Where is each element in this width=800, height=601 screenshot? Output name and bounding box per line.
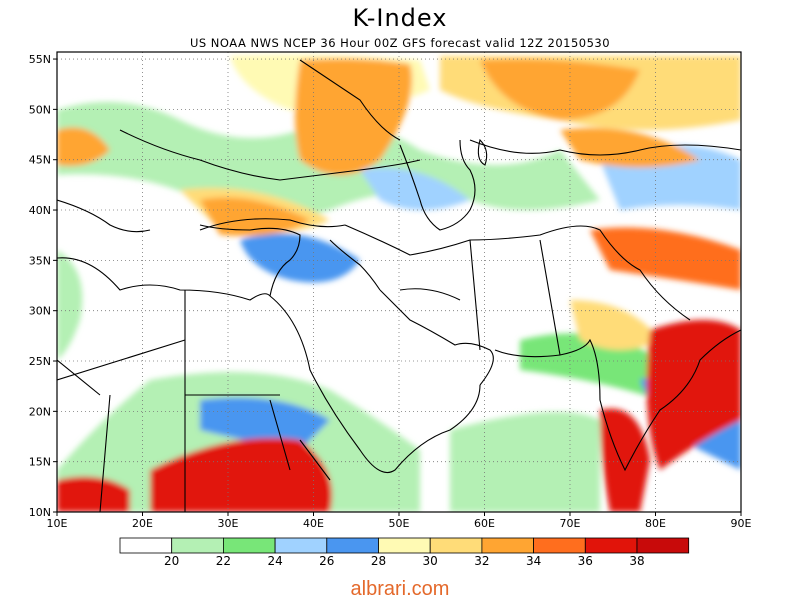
caspian-coast (399, 139, 476, 231)
legend-label: 34 (526, 554, 541, 568)
x-tick-label: 20E (132, 517, 153, 530)
x-tick-label: 90E (731, 517, 752, 530)
legend-label: 22 (216, 554, 231, 568)
levant-coast (199, 224, 301, 297)
map-subtitle: US NOAA NWS NCEP 36 Hour 00Z GFS forecas… (189, 36, 611, 50)
legend-swatch (326, 537, 379, 554)
y-tick-label: 10N (29, 506, 51, 519)
map-title: K-Index (352, 4, 448, 32)
legend-swatch (429, 537, 483, 554)
x-tick-label: 80E (645, 517, 666, 530)
x-tick-label: 30E (218, 517, 239, 530)
iran-afghan-borders (344, 224, 691, 321)
legend-label: 28 (371, 554, 386, 568)
orange-area-central-asia (560, 128, 700, 168)
country-borders (57, 59, 741, 512)
grid-lines (57, 52, 741, 512)
orange-area-pakistan (590, 227, 741, 290)
blue-band-caspian (360, 168, 470, 210)
x-tick-label: 10E (47, 517, 68, 530)
blue-band-sudan (200, 397, 330, 450)
legend-label: 30 (423, 554, 438, 568)
y-tick-label: 35N (29, 254, 51, 267)
y-tick-label: 20N (29, 405, 51, 418)
tigris-border (329, 239, 381, 291)
x-tick-label: 60E (474, 517, 495, 530)
y-tick-label: 25N (29, 355, 51, 368)
legend-swatch (533, 537, 586, 554)
x-tick-label: 70E (560, 517, 581, 530)
red-area-south-india (600, 408, 650, 512)
black-sea-north (119, 129, 421, 181)
legend-swatch (171, 537, 224, 554)
legend-swatch (584, 537, 638, 554)
y-axis-ticks: 10N 15N 20N 25N 30N 35N 40N 45N 50N 55N (29, 53, 57, 519)
k-index-shading (57, 54, 741, 512)
legend-label: 38 (629, 554, 644, 568)
y-tick-label: 30N (29, 305, 51, 318)
arabian-sea-coast (494, 329, 741, 472)
y-tick-label: 40N (29, 204, 51, 217)
y-tick-label: 45N (29, 154, 51, 167)
legend-swatch (636, 537, 690, 554)
green-band-west (57, 250, 83, 360)
north-africa-coast (57, 257, 271, 301)
orange-area-anatolia (200, 197, 310, 236)
yellow-area-rajasthan (570, 300, 660, 350)
legend-swatch (378, 537, 431, 554)
legend-swatch (119, 537, 173, 554)
blue-band-levant (240, 233, 360, 283)
anatolia-border (199, 218, 346, 231)
color-legend: 20 22 24 26 28 30 32 34 36 38 (119, 537, 690, 568)
aral-sea (477, 138, 488, 166)
kazakh-borders (469, 139, 741, 156)
balkan-coast (57, 199, 151, 233)
legend-swatch (222, 537, 276, 554)
x-tick-label: 40E (303, 517, 324, 530)
legend-swatch (274, 537, 328, 554)
y-tick-label: 55N (29, 53, 51, 66)
red-sea-coast (269, 295, 481, 474)
orange-area-balkans (57, 127, 110, 166)
y-tick-label: 50N (29, 103, 51, 116)
russia-border (299, 59, 401, 141)
legend-label: 26 (319, 554, 334, 568)
red-area-india (646, 320, 741, 470)
iran-internal-borders (399, 239, 561, 356)
orange-area-kazakhstan (480, 59, 640, 120)
red-area-chad (57, 476, 130, 512)
green-band-india (520, 333, 660, 400)
orange-area-russia-west (295, 58, 412, 175)
legend-swatch (481, 537, 534, 554)
legend-label: 20 (164, 554, 179, 568)
gulf-coast (379, 289, 494, 386)
y-tick-label: 15N (29, 456, 51, 469)
legend-label: 24 (267, 554, 282, 568)
x-axis-ticks: 10E 20E 30E 40E 50E 60E 70E 80E 90E (47, 512, 752, 530)
watermark: albrari.com (350, 578, 450, 600)
x-tick-label: 50E (389, 517, 410, 530)
legend-label: 32 (474, 554, 489, 568)
legend-label: 36 (578, 554, 593, 568)
africa-borders (57, 290, 331, 512)
